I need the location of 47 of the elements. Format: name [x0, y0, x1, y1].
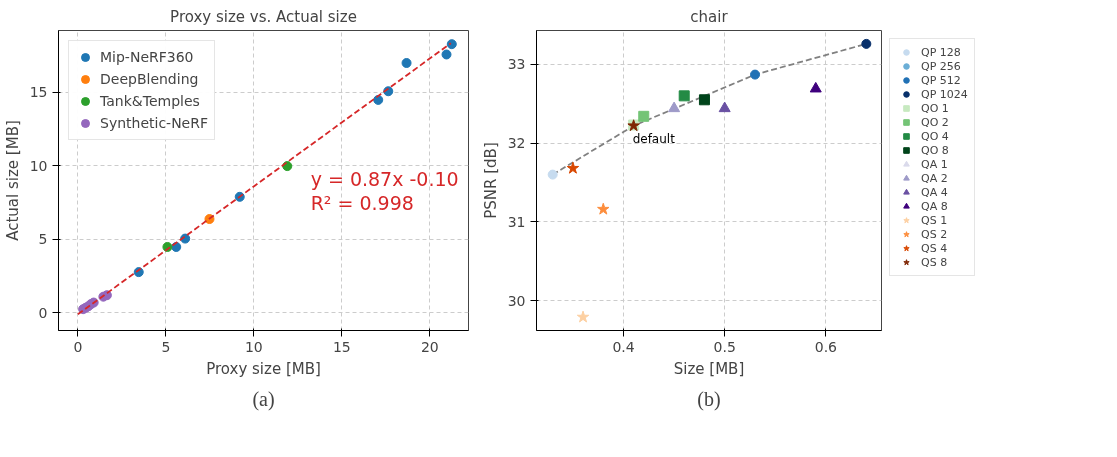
legend-label: QO 8	[921, 143, 949, 157]
legend-label: QS 1	[921, 213, 948, 227]
annotation: y = 0.87x -0.10	[310, 167, 459, 190]
legend-label: Mip-NeRF360	[100, 48, 194, 67]
text: (b)	[697, 387, 721, 411]
legend-label: QA 8	[921, 199, 948, 213]
y-tick-label: 31	[507, 213, 526, 230]
y-tick-label: 10	[29, 157, 48, 174]
legend-label: QO 1	[921, 101, 949, 115]
legend-label: QP 128	[921, 45, 961, 59]
legend-label: QP 512	[921, 73, 961, 87]
x-tick-label: 5	[161, 338, 171, 355]
legend-label: QS 4	[921, 241, 948, 255]
y-tick-label: 0	[38, 304, 48, 321]
annotation: default	[632, 131, 676, 146]
legend-label: QS 2	[921, 227, 948, 241]
x-axis-title: Proxy size [MB]	[206, 359, 321, 378]
x-tick-label: 10	[244, 338, 263, 355]
y-tick-label: 5	[38, 231, 48, 248]
y-tick-label: 30	[507, 292, 526, 309]
x-tick-label: 0.4	[612, 338, 635, 355]
annotation: R² = 0.998	[310, 191, 414, 214]
y-tick-label: 15	[29, 84, 48, 101]
legend-label: DeepBlending	[100, 70, 199, 89]
chart-title: Proxy size vs. Actual size	[170, 7, 357, 26]
legend-label: QP 256	[921, 59, 961, 73]
x-tick-label: 15	[332, 338, 351, 355]
legend-label: QO 4	[921, 129, 949, 143]
y-tick-label: 32	[507, 135, 526, 152]
x-axis-title: Size [MB]	[673, 359, 745, 378]
legend-label: QP 1024	[921, 87, 968, 101]
legend-label: QS 8	[921, 255, 948, 269]
x-tick-label: 0	[73, 338, 83, 355]
x-tick-label: 0.6	[814, 338, 838, 355]
y-tick-label: 33	[507, 56, 526, 73]
legend-label: Tank&Temples	[100, 92, 200, 111]
legend-label: QA 2	[921, 171, 948, 185]
text: (a)	[252, 387, 275, 411]
x-tick-label: 0.5	[713, 338, 736, 355]
legend-label: QO 2	[921, 115, 949, 129]
x-tick-label: 20	[420, 338, 439, 355]
y-axis-title: PSNR [dB]	[481, 142, 500, 219]
chart-title: chair	[690, 7, 729, 26]
legend-label: QA 4	[921, 185, 948, 199]
y-axis-title: Actual size [MB]	[3, 120, 22, 241]
legend-label: Synthetic-NeRF	[100, 114, 209, 133]
legend-label: QA 1	[921, 157, 948, 171]
